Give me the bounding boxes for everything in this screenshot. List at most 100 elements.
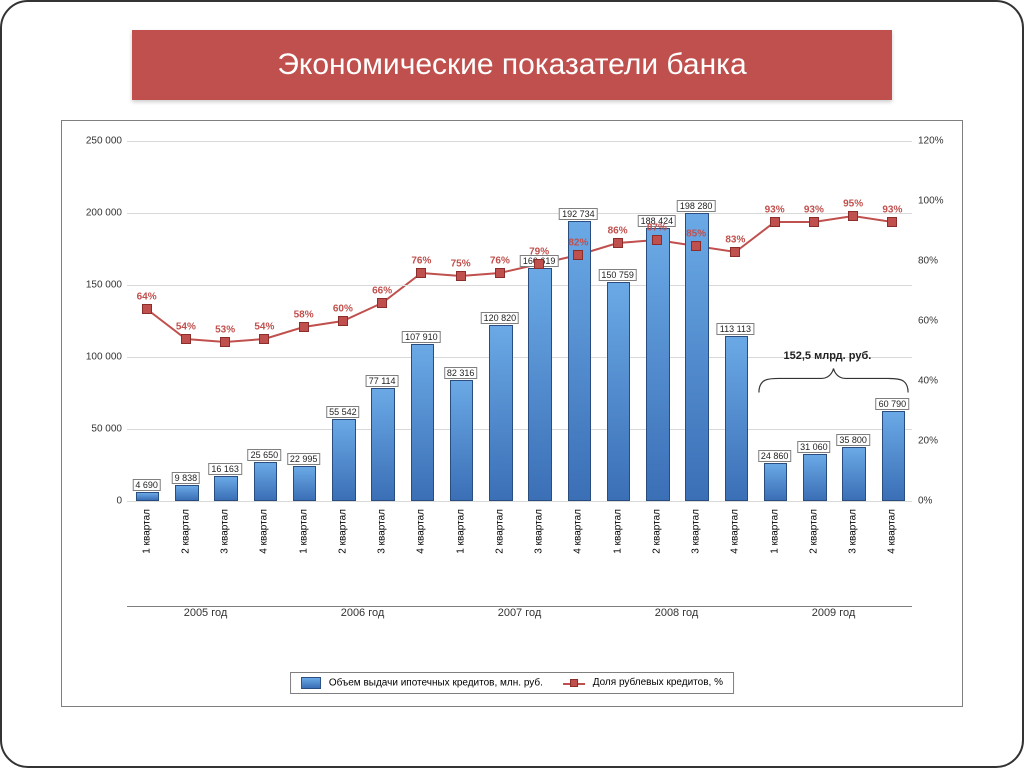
bar-value-label: 4 690 — [132, 479, 161, 491]
line-value-label: 58% — [294, 309, 314, 320]
y-left-tick-label: 100 000 — [82, 352, 122, 363]
y-right-tick-label: 120% — [918, 136, 958, 147]
bar — [803, 454, 827, 501]
line-marker — [887, 217, 897, 227]
line-value-label: 53% — [215, 324, 235, 335]
line-marker — [181, 334, 191, 344]
line-marker — [652, 235, 662, 245]
bar-value-label: 192 734 — [559, 208, 598, 220]
plot-area: 4 690 9 838 16 163 25 650 22 995 55 542 77 114… — [127, 141, 912, 501]
x-year-label: 2006 год — [284, 606, 441, 619]
line-marker — [730, 247, 740, 257]
annotation-text: 152,5 млрд. руб. — [784, 350, 872, 362]
bar — [568, 221, 592, 501]
bar — [214, 476, 238, 501]
legend-item-bars: Объем выдачи ипотечных кредитов, млн. ру… — [301, 677, 543, 689]
bar — [764, 463, 788, 501]
line-value-label: 93% — [765, 204, 785, 215]
annotation-brace — [759, 368, 908, 392]
bar-value-label: 35 800 — [836, 434, 870, 446]
bar — [725, 336, 749, 501]
y-left-tick-label: 0 — [82, 496, 122, 507]
gridline — [127, 285, 912, 286]
y-left-tick-label: 200 000 — [82, 208, 122, 219]
line-value-label: 93% — [882, 204, 902, 215]
bar — [607, 282, 631, 501]
line-marker — [770, 217, 780, 227]
bar-value-label: 60 790 — [876, 398, 910, 410]
bar — [842, 447, 866, 501]
line-value-label: 82% — [568, 237, 588, 248]
line-value-label: 87% — [647, 222, 667, 233]
x-year-label: 2005 год — [127, 606, 284, 619]
bar — [175, 485, 199, 501]
x-year-label: 2008 год — [598, 606, 755, 619]
bar-value-label: 55 542 — [326, 406, 360, 418]
legend-label-line: Доля рублевых кредитов, % — [593, 678, 723, 689]
line-value-label: 54% — [254, 321, 274, 332]
line-value-label: 85% — [686, 228, 706, 239]
y-right-tick-label: 100% — [918, 196, 958, 207]
line-value-label: 95% — [843, 198, 863, 209]
x-quarter-label: 4 квартал — [892, 509, 937, 520]
x-year-label: 2007 год — [441, 606, 598, 619]
line-marker — [299, 322, 309, 332]
bar-value-label: 9 838 — [172, 472, 201, 484]
bar — [411, 344, 435, 501]
line-marker — [456, 271, 466, 281]
y-right-tick-label: 40% — [918, 376, 958, 387]
bar — [882, 411, 906, 501]
line-marker — [338, 316, 348, 326]
line-value-label: 54% — [176, 321, 196, 332]
line-marker — [848, 211, 858, 221]
line-value-label: 75% — [451, 258, 471, 269]
line-value-label: 64% — [137, 291, 157, 302]
bar-value-label: 150 759 — [598, 269, 637, 281]
line-marker — [809, 217, 819, 227]
legend-label-bars: Объем выдачи ипотечных кредитов, млн. ру… — [329, 678, 543, 689]
bar — [254, 462, 278, 501]
line-marker — [495, 268, 505, 278]
slide-frame: Экономические показатели банка 4 690 9 83… — [0, 0, 1024, 768]
bar — [685, 213, 709, 501]
y-right-tick-label: 0% — [918, 496, 958, 507]
bar-value-label: 22 995 — [287, 453, 321, 465]
bar-value-label: 77 114 — [366, 375, 399, 387]
chart-container: 4 690 9 838 16 163 25 650 22 995 55 542 77 114… — [61, 120, 963, 707]
bar — [489, 325, 513, 501]
gridline — [127, 501, 912, 502]
bar-value-label: 25 650 — [248, 449, 282, 461]
bar-value-label: 107 910 — [402, 331, 441, 343]
line-marker — [142, 304, 152, 314]
bar-value-label: 24 860 — [758, 450, 792, 462]
gridline — [127, 429, 912, 430]
line-value-label: 93% — [804, 204, 824, 215]
slide-title: Экономические показатели банка — [132, 30, 892, 100]
bar — [371, 388, 395, 501]
line-series-svg — [127, 141, 912, 501]
line-value-label: 76% — [411, 255, 431, 266]
y-left-tick-label: 50 000 — [82, 424, 122, 435]
line-marker — [259, 334, 269, 344]
line-marker — [573, 250, 583, 260]
gridline — [127, 213, 912, 214]
line-marker — [416, 268, 426, 278]
x-year-label: 2009 год — [755, 606, 912, 619]
bar — [450, 380, 474, 501]
line-marker — [377, 298, 387, 308]
line-marker — [691, 241, 701, 251]
line-marker — [220, 337, 230, 347]
line-marker — [534, 259, 544, 269]
chart-legend: Объем выдачи ипотечных кредитов, млн. ру… — [290, 672, 734, 694]
bar — [293, 466, 317, 501]
bar-value-label: 31 060 — [797, 441, 831, 453]
line-value-label: 60% — [333, 303, 353, 314]
line-marker — [613, 238, 623, 248]
line-value-label: 79% — [529, 246, 549, 257]
line-value-label: 86% — [608, 225, 628, 236]
bar-value-label: 16 163 — [208, 463, 242, 475]
bar-swatch-icon — [301, 677, 321, 689]
line-value-label: 83% — [725, 234, 745, 245]
bar-value-label: 82 316 — [444, 367, 478, 379]
line-value-label: 76% — [490, 255, 510, 266]
